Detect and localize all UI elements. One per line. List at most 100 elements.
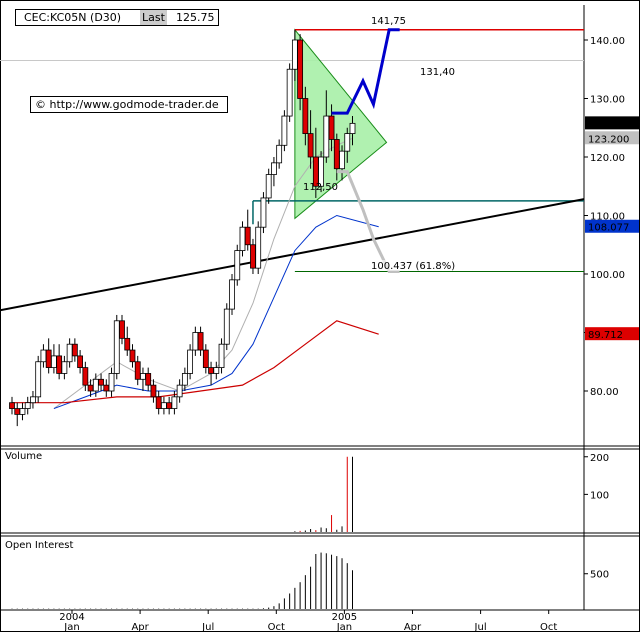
candle-body [108, 373, 115, 392]
projection-up-blue [331, 28, 400, 115]
candle-body [103, 384, 110, 392]
candle-body [119, 320, 125, 339]
watermark: © http://www.godmode-trader.de [30, 96, 228, 113]
candle-body [213, 367, 220, 374]
x-tick-label: Jan [336, 622, 352, 632]
x-tick-label: Jan [63, 622, 79, 632]
candle-body [134, 361, 141, 380]
candle-body [265, 174, 272, 199]
candle-body [71, 343, 78, 357]
candle-body [35, 361, 42, 398]
price-tag-box [585, 219, 639, 233]
candle-body [339, 150, 345, 170]
candle-body [281, 115, 288, 146]
candle-body [140, 373, 146, 380]
candle-body [344, 133, 351, 152]
candle-body [328, 115, 335, 140]
candle-body [14, 408, 21, 415]
candle-body [323, 115, 330, 158]
last-value: 125.75 [176, 11, 215, 24]
x-tick-label: Apr [404, 622, 422, 632]
candle-body [239, 226, 246, 251]
candle-body [250, 244, 256, 269]
candle-body [291, 39, 298, 70]
volume-tick-label: 100 [590, 490, 609, 501]
moving-average-red [12, 320, 379, 404]
candle-body [40, 349, 47, 363]
y-tick-label: 100.00 [590, 270, 625, 281]
candle-body [187, 349, 194, 374]
candle-body [166, 402, 173, 409]
candle-body [181, 373, 188, 386]
candle-body [208, 367, 214, 374]
trendline [0, 198, 585, 312]
candle-body [192, 332, 199, 351]
y-tick-label: 140.00 [590, 36, 625, 47]
projection-down-grey [336, 170, 400, 273]
candle-body [129, 349, 136, 363]
candle-body [271, 162, 277, 175]
oi-tick-label: 500 [590, 570, 609, 581]
candle-body [45, 349, 52, 368]
candle-body [260, 197, 267, 228]
candle-body [223, 308, 230, 345]
candle-body [255, 226, 262, 269]
candle-body [92, 378, 99, 392]
candle-body [66, 343, 73, 363]
annotation-fib-bg [370, 260, 453, 271]
volume-tick-label: 200 [590, 453, 609, 464]
candle-body [197, 332, 204, 351]
candle-body [150, 384, 157, 398]
x-tick-label: Oct [268, 622, 285, 632]
price-tag-box [585, 131, 639, 145]
candle-body [24, 402, 31, 409]
candle-body [286, 68, 293, 117]
candle-body [202, 349, 209, 368]
candle-body [333, 139, 340, 170]
x-tick-year: 2004 [59, 612, 84, 623]
annotation-pivot: 131,40 [420, 67, 455, 78]
candle-body [171, 396, 178, 409]
candle-body [244, 226, 251, 246]
candle-body [9, 402, 15, 409]
candle-body [234, 250, 241, 281]
x-tick-label: Jul [201, 622, 214, 632]
candle-body [30, 396, 36, 404]
candle-body [124, 337, 131, 351]
price-tag-label: 123.200 [588, 134, 629, 145]
candle-body [161, 402, 167, 409]
x-tick-label: Apr [131, 622, 149, 632]
candle-body [229, 279, 235, 310]
candle-body [61, 361, 68, 374]
annotation-fib: 100.437 (61.8%) [371, 261, 455, 272]
volume-title: Volume [5, 451, 43, 462]
candle-body [218, 343, 225, 369]
candle-body [56, 355, 63, 374]
y-tick-label: 120.00 [590, 153, 625, 164]
price-tag-label: 108.077 [588, 223, 629, 234]
candle-body [302, 98, 309, 134]
price-tag-label: 125.75 [588, 119, 623, 130]
candle-body [297, 39, 304, 99]
candle-body [145, 373, 152, 386]
candle-body [82, 367, 89, 386]
candle-body [276, 144, 283, 164]
open-interest-title: Open Interest [5, 540, 74, 551]
price-tag-box [585, 327, 639, 341]
x-tick-year: 2005 [332, 612, 357, 623]
candle-body [155, 396, 162, 409]
last-label: Last [140, 10, 167, 25]
annotation-support: 112,50 [303, 182, 338, 193]
candle-body [349, 122, 356, 135]
x-tick-label: Oct [540, 622, 557, 632]
symbol-label: CEC:KC05N (D30) [24, 11, 122, 24]
candle-body [87, 384, 94, 392]
y-tick-label: 130.00 [590, 95, 625, 106]
candle-body [113, 320, 120, 374]
candle-body [19, 408, 26, 415]
y-tick-label: 80.00 [590, 387, 619, 398]
candle-body [307, 133, 314, 158]
candle-body [77, 355, 83, 368]
